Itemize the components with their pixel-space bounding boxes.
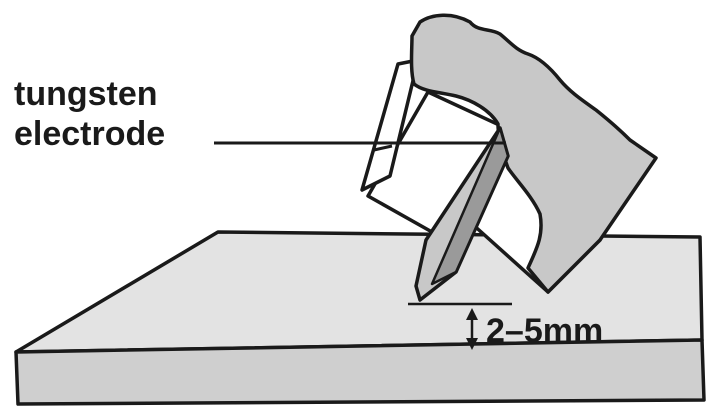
electrode-label-line1: tungsten (14, 75, 158, 113)
gap-arrow-top (466, 308, 478, 320)
electrode-shaded-face (430, 126, 510, 286)
tungsten-electrode (414, 126, 510, 302)
arc-gap-dimension (408, 302, 512, 350)
gap-label: 2–5mm (486, 312, 603, 350)
gap-arrow-bottom (466, 338, 478, 350)
torch-handle (409, 13, 658, 294)
torch-cap-ridge (373, 144, 393, 152)
electrode-label-line2: electrode (14, 115, 165, 153)
